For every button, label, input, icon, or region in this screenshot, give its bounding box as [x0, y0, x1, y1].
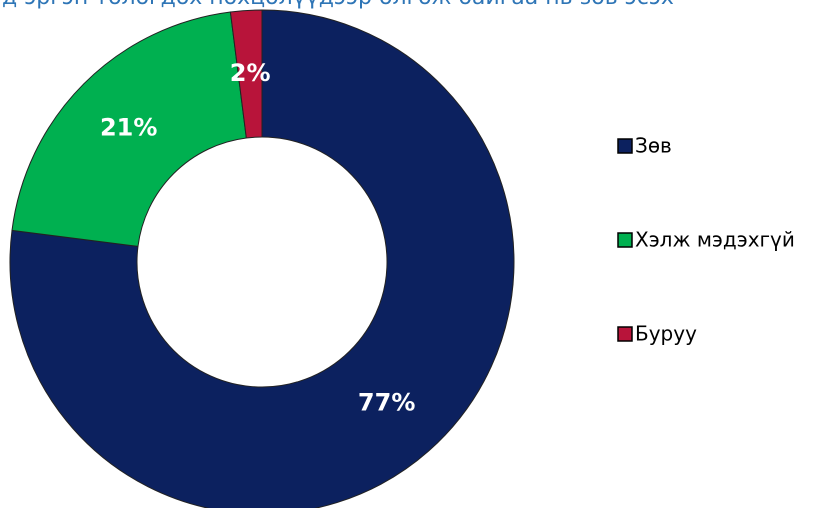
legend-swatch: [617, 138, 633, 154]
chart-title: д эргэн төлөгдөх нөхцөлүүдээр олгож байг…: [2, 0, 674, 10]
legend-swatch: [617, 326, 633, 342]
donut-slice: [229, 9, 263, 139]
donut-slice: [9, 9, 515, 508]
legend-swatch: [617, 232, 633, 248]
donut-slice: [11, 11, 247, 247]
legend-label: Буруу: [635, 322, 697, 346]
data-label: 77%: [358, 388, 415, 416]
legend-label: Хэлж мэдэхгүй: [635, 228, 795, 252]
data-label: 21%: [100, 114, 157, 142]
data-label: 2%: [230, 59, 271, 87]
legend-label: Зөв: [635, 134, 672, 158]
